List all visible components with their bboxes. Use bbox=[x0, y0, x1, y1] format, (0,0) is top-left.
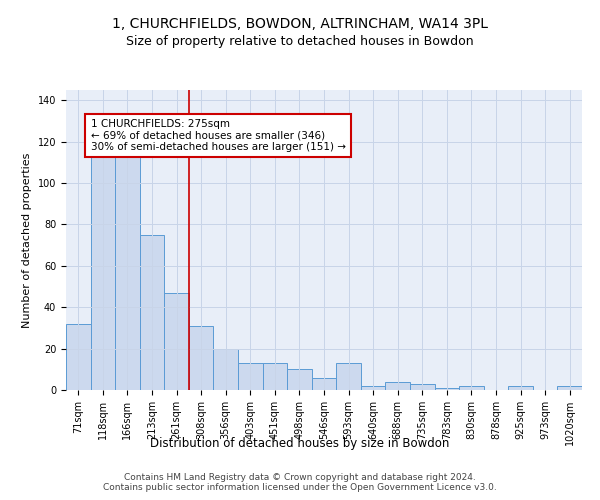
Bar bbox=[140, 235, 164, 390]
Text: 1, CHURCHFIELDS, BOWDON, ALTRINCHAM, WA14 3PL: 1, CHURCHFIELDS, BOWDON, ALTRINCHAM, WA1… bbox=[112, 18, 488, 32]
Bar bbox=[459, 386, 484, 390]
Bar bbox=[214, 348, 238, 390]
Bar bbox=[115, 154, 140, 390]
Bar bbox=[385, 382, 410, 390]
Y-axis label: Number of detached properties: Number of detached properties bbox=[22, 152, 32, 328]
Bar bbox=[361, 386, 385, 390]
Bar bbox=[410, 384, 434, 390]
Bar bbox=[312, 378, 336, 390]
Bar bbox=[508, 386, 533, 390]
Bar bbox=[263, 363, 287, 390]
Bar bbox=[434, 388, 459, 390]
Text: Distribution of detached houses by size in Bowdon: Distribution of detached houses by size … bbox=[151, 438, 449, 450]
Bar bbox=[238, 363, 263, 390]
Text: Contains HM Land Registry data © Crown copyright and database right 2024.
Contai: Contains HM Land Registry data © Crown c… bbox=[103, 473, 497, 492]
Bar bbox=[336, 363, 361, 390]
Bar bbox=[66, 324, 91, 390]
Text: Size of property relative to detached houses in Bowdon: Size of property relative to detached ho… bbox=[126, 35, 474, 48]
Text: 1 CHURCHFIELDS: 275sqm
← 69% of detached houses are smaller (346)
30% of semi-de: 1 CHURCHFIELDS: 275sqm ← 69% of detached… bbox=[91, 119, 346, 152]
Bar bbox=[287, 370, 312, 390]
Bar bbox=[557, 386, 582, 390]
Bar bbox=[91, 154, 115, 390]
Bar bbox=[164, 293, 189, 390]
Bar bbox=[189, 326, 214, 390]
